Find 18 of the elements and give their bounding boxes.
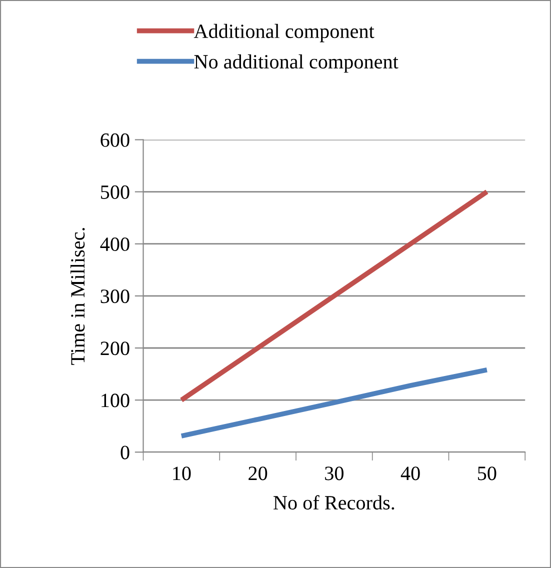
y-tick-label: 200 [100, 342, 130, 356]
y-tick-label: 300 [100, 290, 130, 304]
y-tick-label: 0 [120, 446, 130, 460]
line-series [179, 189, 490, 402]
x-tick-label: 30 [325, 466, 344, 480]
legend-label: Additional component [194, 24, 374, 42]
line-series [179, 367, 490, 438]
legend-label: No additional component [194, 54, 398, 73]
y-tick-label: 600 [100, 133, 130, 147]
x-axis-title: No of Records. [274, 495, 394, 510]
x-tick-label: 50 [478, 466, 496, 480]
x-tick-label: 40 [400, 466, 420, 480]
y-tick-label: 100 [102, 394, 130, 408]
y-tick-label: 400 [100, 237, 130, 252]
x-tick-label: 20 [248, 466, 268, 480]
y-axis-title: Time in Millisec. [70, 228, 85, 365]
x-tick-label: 10 [173, 466, 191, 480]
y-tick-label: 500 [101, 185, 130, 199]
